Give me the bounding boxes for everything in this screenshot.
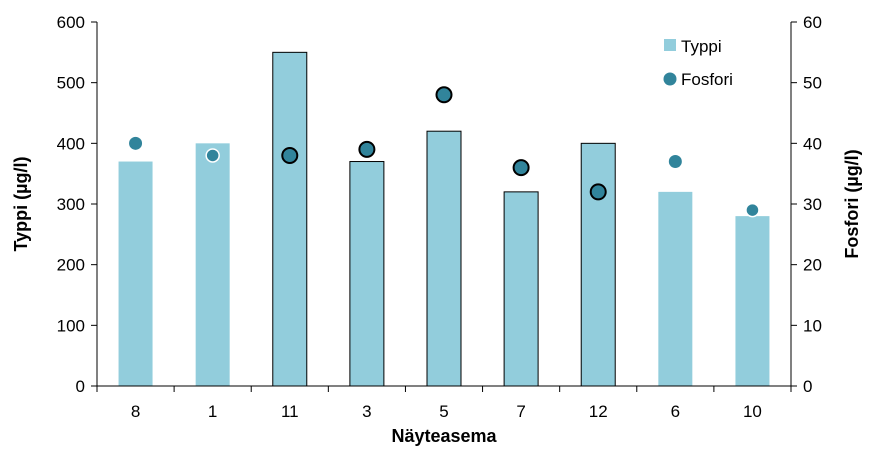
bar-typpi-5 xyxy=(426,130,462,387)
x-tick-label: 8 xyxy=(131,402,140,421)
bar-typpi-12 xyxy=(580,142,616,387)
left-y-axis-title: Typpi (µg/l) xyxy=(11,156,31,251)
point-fosfori-1 xyxy=(205,148,220,163)
bar-typpi-6 xyxy=(658,191,693,386)
x-tick-label: 10 xyxy=(743,402,762,421)
legend-fosfori-label: Fosfori xyxy=(681,70,733,89)
point-fosfori-10 xyxy=(745,202,760,218)
point-fosfori-6 xyxy=(668,155,682,169)
right-y-tick-label: 30 xyxy=(803,195,822,214)
bar-typpi-3 xyxy=(349,161,385,387)
bar-typpi-11 xyxy=(272,51,308,387)
right-y-tick-label: 50 xyxy=(803,74,822,93)
left-y-tick-label: 600 xyxy=(57,13,85,32)
point-fosfori-5 xyxy=(435,86,453,104)
x-tick-label: 11 xyxy=(281,402,299,421)
right-y-tick-label: 60 xyxy=(803,13,822,32)
bar-typpi-7 xyxy=(503,191,539,387)
bar-typpi-1 xyxy=(195,143,230,386)
x-tick-label: 12 xyxy=(589,402,608,421)
left-y-tick-label: 500 xyxy=(57,74,85,93)
point-fosfori-12 xyxy=(589,183,607,201)
left-y-tick-label: 400 xyxy=(57,134,85,153)
plot-area xyxy=(118,51,770,387)
point-fosfori-8 xyxy=(129,136,143,150)
point-fosfori-7 xyxy=(512,159,530,177)
left-y-tick-label: 300 xyxy=(57,195,85,214)
left-y-tick-label: 200 xyxy=(57,256,85,275)
point-fosfori-11 xyxy=(281,146,299,164)
x-tick-label: 5 xyxy=(439,402,448,421)
x-axis-title: Näyteasema xyxy=(391,426,497,446)
legend: Typpi Fosfori xyxy=(663,37,733,89)
left-y-tick-label: 100 xyxy=(57,316,85,335)
right-y-tick-label: 0 xyxy=(803,377,812,396)
legend-fosfori-swatch xyxy=(663,72,677,86)
bar-typpi-10 xyxy=(735,216,770,386)
x-tick-label: 3 xyxy=(362,402,371,421)
right-y-axis-title: Fosfori (µg/l) xyxy=(842,149,862,258)
right-y-tick-label: 20 xyxy=(803,256,822,275)
legend-typpi-swatch xyxy=(664,39,676,51)
left-y-tick-label: 0 xyxy=(76,377,85,396)
legend-typpi-label: Typpi xyxy=(681,37,722,56)
point-fosfori-3 xyxy=(358,140,376,158)
bar-typpi-8 xyxy=(118,161,153,386)
right-y-tick-label: 10 xyxy=(803,316,822,335)
x-tick-label: 1 xyxy=(208,402,217,421)
right-y-tick-label: 40 xyxy=(803,134,822,153)
x-tick-label: 7 xyxy=(516,402,525,421)
x-tick-label: 6 xyxy=(671,402,680,421)
